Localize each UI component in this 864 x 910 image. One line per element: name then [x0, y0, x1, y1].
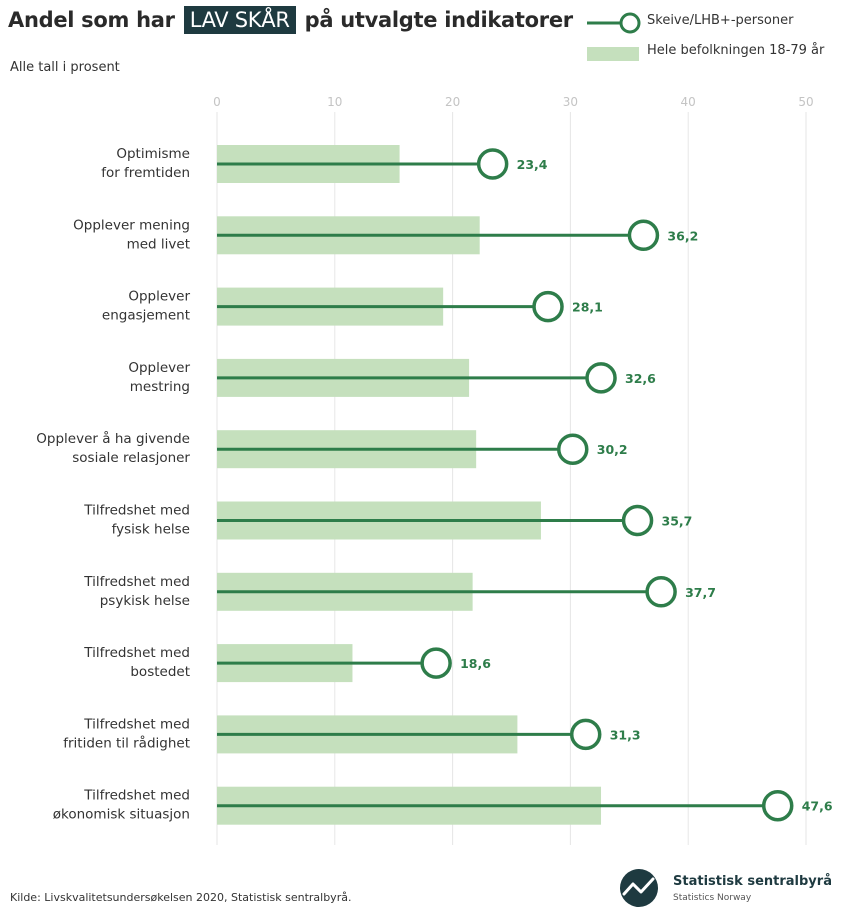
x-tick-label: 30	[563, 95, 578, 109]
logo-subtitle: Statistics Norway	[673, 893, 752, 903]
logo-name: Statistisk sentralbyrå	[673, 874, 832, 889]
lhb-value-label: 23,4	[517, 157, 548, 172]
lhb-point	[585, 362, 617, 394]
chart-plot: 0 10 20 30 40 50 23,4 Optimisme for fremtiden 36,…	[36, 95, 833, 845]
x-tick-label: 50	[798, 95, 813, 109]
x-tick-label: 10	[327, 95, 342, 109]
lhb-value-label: 28,1	[572, 300, 603, 315]
ssb-logo-icon	[620, 869, 658, 907]
category-label: fritiden til rådighet	[63, 734, 190, 751]
legend-label-population: Hele befolkningen 18-79 år	[647, 43, 825, 58]
category-label: sosiale relasjoner	[72, 450, 190, 466]
chart-subtitle: Alle tall i prosent	[10, 60, 120, 75]
legend-label-lhb: Skeive/LHB+-personer	[647, 13, 794, 28]
category-label: fysisk helse	[112, 522, 190, 538]
lhb-value-label: 47,6	[802, 799, 833, 814]
lhb-point	[645, 576, 677, 608]
x-tick-label: 40	[681, 95, 696, 109]
lhb-point	[532, 290, 564, 323]
lhb-point	[569, 718, 602, 751]
category-label: bostedet	[130, 664, 190, 680]
lhb-point	[621, 504, 654, 537]
category-label: psykisk helse	[100, 593, 190, 609]
lhb-value-label: 35,7	[662, 514, 693, 529]
category-label: Tilfredshet med	[83, 574, 190, 590]
chart-title: Andel som har LAV SKÅR på utvalgte indik…	[8, 6, 574, 34]
legend-bar-icon	[587, 47, 639, 61]
category-label: Opplever	[128, 289, 190, 305]
category-label: Opplever	[128, 360, 190, 376]
lhb-point	[557, 433, 589, 465]
lhb-point	[476, 148, 509, 180]
x-tick-label: 0	[213, 95, 221, 109]
category-label: Opplever å ha givende	[36, 430, 190, 447]
category-label: Opplever mening	[73, 217, 190, 233]
category-label: Tilfredshet med	[83, 716, 190, 732]
title-highlight: LAV SKÅR	[183, 6, 296, 34]
lhb-value-label: 36,2	[667, 228, 698, 243]
x-tick-label: 20	[445, 95, 460, 109]
lhb-value-label: 30,2	[597, 442, 628, 457]
lhb-value-label: 32,6	[625, 371, 656, 386]
category-label: engasjement	[102, 308, 190, 324]
category-label: Tilfredshet med	[83, 503, 190, 519]
category-label: Optimisme	[116, 146, 190, 162]
lhb-point	[627, 219, 660, 252]
lhb-value-label: 31,3	[610, 727, 641, 742]
category-label: med livet	[127, 236, 190, 252]
category-label: Tilfredshet med	[83, 788, 190, 804]
title-prefix: Andel som har	[8, 8, 175, 32]
category-label: Tilfredshet med	[83, 645, 190, 661]
legend-lollipop-icon	[587, 12, 641, 34]
title-suffix: på utvalgte indikatorer	[304, 8, 574, 32]
category-label: mestring	[130, 379, 190, 395]
lhb-value-label: 18,6	[460, 656, 491, 671]
category-label: for fremtiden	[101, 165, 190, 181]
source-note: Kilde: Livskvalitetsundersøkelsen 2020, …	[10, 891, 352, 904]
lhb-value-label: 37,7	[685, 585, 716, 600]
lhb-point	[420, 647, 452, 679]
lhb-point	[761, 789, 794, 822]
category-label: økonomisk situasjon	[53, 807, 190, 823]
